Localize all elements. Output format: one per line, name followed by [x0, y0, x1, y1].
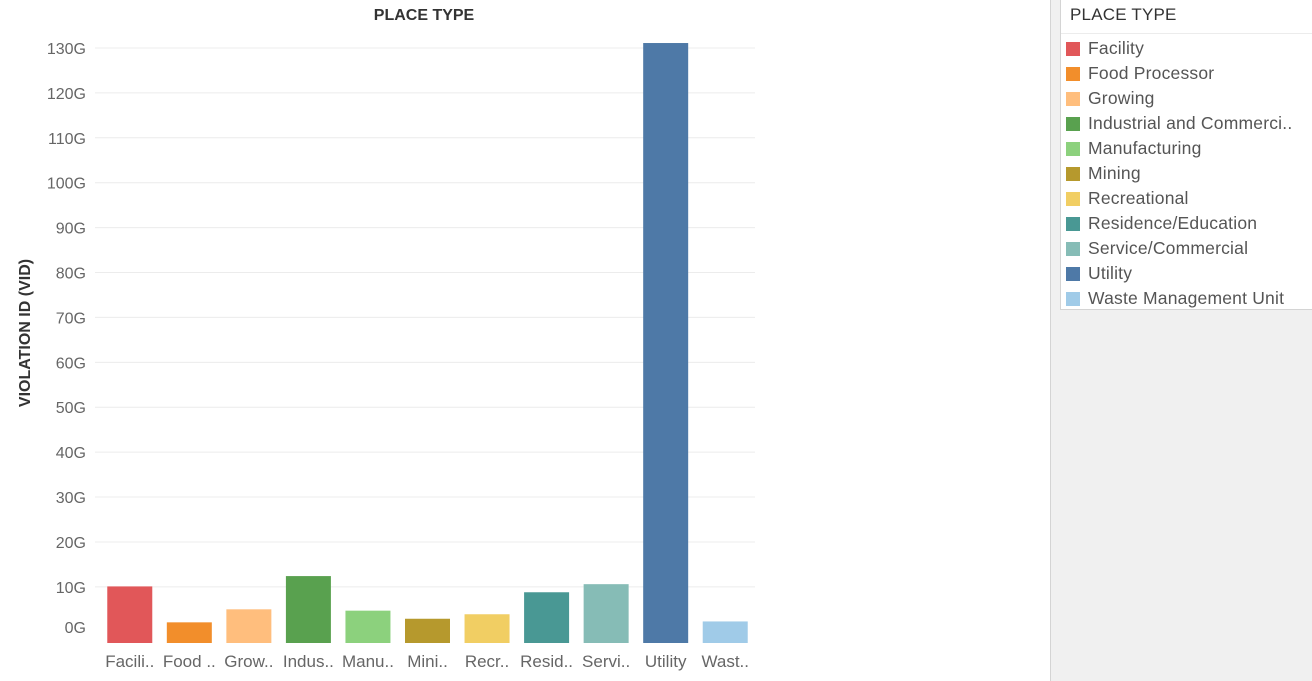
- legend-swatch: [1066, 66, 1080, 81]
- legend-item[interactable]: Residence/Education: [1066, 211, 1311, 236]
- y-tick-label: 60G: [56, 355, 86, 372]
- y-tick-label: 0G: [65, 620, 86, 637]
- bar-food[interactable]: [166, 622, 212, 643]
- bar-facili[interactable]: [107, 586, 153, 643]
- y-axis-ticks: 0G 10G 20G 30G 40G 50G 60G 70G 80G 90G 100G 110G 120…: [47, 41, 86, 637]
- y-tick-label: 70G: [56, 310, 86, 327]
- bar-utility[interactable]: [643, 43, 689, 644]
- legend-item[interactable]: Growing: [1066, 86, 1311, 111]
- legend-label: Service/Commercial: [1088, 238, 1249, 258]
- bar-recr[interactable]: [464, 614, 510, 643]
- legend-swatch: [1066, 91, 1080, 106]
- legend-swatch: [1066, 141, 1080, 156]
- bar-resid[interactable]: [524, 592, 570, 643]
- bar-manu[interactable]: [345, 610, 391, 643]
- y-axis-label: VIOLATION ID (VID): [17, 259, 34, 407]
- legend-label: Manufacturing: [1088, 138, 1202, 158]
- bar-indus[interactable]: [285, 576, 331, 643]
- legend-label: Residence/Education: [1088, 213, 1258, 233]
- legend-item[interactable]: Utility: [1066, 261, 1311, 286]
- y-tick-label: 50G: [56, 400, 86, 417]
- legend-label: Waste Management Unit: [1088, 288, 1285, 308]
- legend-item[interactable]: Waste Management Unit: [1066, 286, 1311, 311]
- legend-separator: [1061, 33, 1312, 34]
- x-tick-label: Food ..: [163, 652, 216, 671]
- bar-grow[interactable]: [226, 609, 272, 643]
- y-tick-label: 80G: [56, 266, 86, 283]
- y-tick-label: 100G: [47, 176, 86, 193]
- legend-swatch: [1066, 166, 1080, 181]
- y-tick-label: 120G: [47, 86, 86, 103]
- y-tick-label: 130G: [47, 41, 86, 58]
- legend-item[interactable]: Food Processor: [1066, 61, 1311, 86]
- legend-label: Mining: [1088, 163, 1141, 183]
- legend-swatch: [1066, 41, 1080, 56]
- y-tick-label: 10G: [56, 580, 86, 597]
- legend-label: Facility: [1088, 38, 1145, 58]
- x-tick-label: Utility: [645, 652, 687, 671]
- bars: [107, 43, 748, 644]
- legend-item[interactable]: Mining: [1066, 161, 1311, 186]
- x-tick-label: Indus..: [283, 652, 334, 671]
- pane-divider: [1050, 0, 1051, 681]
- y-tick-label: 30G: [56, 490, 86, 507]
- legend-label: Recreational: [1088, 188, 1189, 208]
- x-tick-label: Grow..: [224, 652, 273, 671]
- x-tick-label: Resid..: [520, 652, 573, 671]
- bar-mini[interactable]: [405, 618, 450, 643]
- y-tick-label: 90G: [56, 221, 86, 238]
- x-tick-label: Servi..: [582, 652, 630, 671]
- legend-swatch: [1066, 291, 1080, 306]
- legend-label: Utility: [1088, 263, 1133, 283]
- legend-label: Growing: [1088, 88, 1155, 108]
- y-tick-label: 110G: [48, 131, 86, 148]
- bar-servi[interactable]: [583, 584, 629, 643]
- x-tick-label: Mini..: [407, 652, 448, 671]
- legend-item[interactable]: Facility: [1066, 36, 1311, 61]
- legend-title: PLACE TYPE: [1070, 5, 1177, 24]
- legend-item[interactable]: Industrial and Commerci..: [1066, 111, 1311, 136]
- legend-item[interactable]: Recreational: [1066, 186, 1311, 211]
- legend-swatch: [1066, 241, 1080, 256]
- chart-title: PLACE TYPE: [374, 7, 475, 24]
- bar-wast[interactable]: [702, 621, 748, 643]
- legend-item[interactable]: Service/Commercial: [1066, 236, 1311, 261]
- legend-swatch: [1066, 216, 1080, 231]
- y-tick-label: 40G: [56, 445, 86, 462]
- legend-swatch: [1066, 116, 1080, 131]
- y-tick-label: 20G: [56, 535, 86, 552]
- x-tick-label: Manu..: [342, 652, 394, 671]
- legend-swatch: [1066, 266, 1080, 281]
- legend-label: Food Processor: [1088, 63, 1215, 83]
- legend-item[interactable]: Manufacturing: [1066, 136, 1311, 161]
- legend-items: Facility Food Processor Growing Industrial …: [1066, 36, 1311, 311]
- legend-swatch: [1066, 191, 1080, 206]
- x-tick-label: Wast..: [701, 652, 749, 671]
- x-axis-ticks: Facili.. Food .. Grow.. Indus.. Manu.. Mini..…: [105, 652, 749, 671]
- legend-label: Industrial and Commerci..: [1088, 113, 1293, 133]
- x-tick-label: Facili..: [105, 652, 154, 671]
- bar-chart: PLACE TYPE 0G 10G 20G 30G 40G 50G 60G 70G 80G 90G…: [17, 7, 755, 671]
- color-legend[interactable]: PLACE TYPE Facility Food Processor Growing…: [1060, 0, 1312, 310]
- x-tick-label: Recr..: [465, 652, 509, 671]
